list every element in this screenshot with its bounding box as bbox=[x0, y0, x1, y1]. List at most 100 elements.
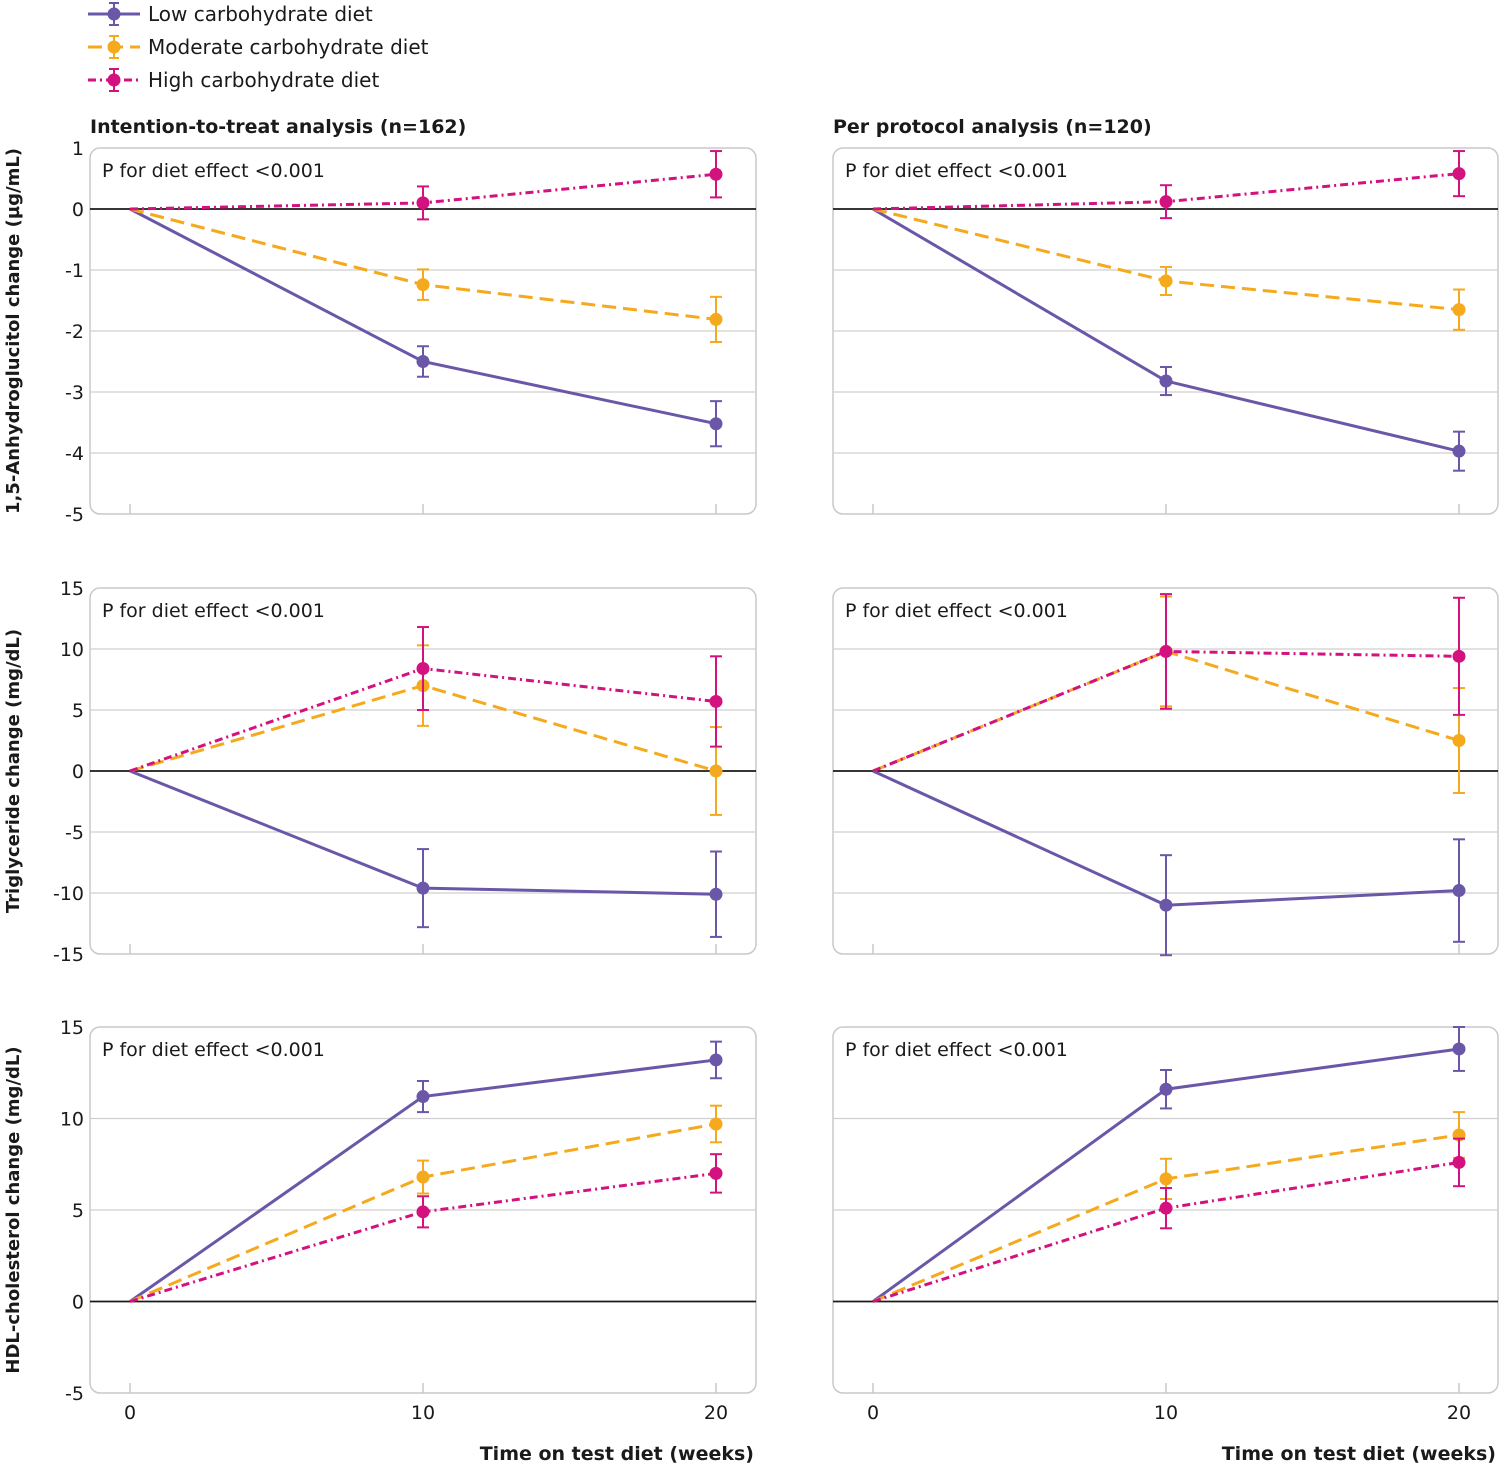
data-point bbox=[709, 417, 723, 431]
data-point bbox=[709, 1117, 723, 1131]
x-tick-label: 20 bbox=[1447, 1402, 1471, 1424]
legend-entry: High carbohydrate diet bbox=[88, 68, 379, 92]
legend-marker bbox=[107, 7, 121, 21]
legend-entry: Low carbohydrate diet bbox=[88, 2, 373, 26]
y-tick-label: -3 bbox=[65, 382, 84, 404]
data-point bbox=[709, 1053, 723, 1067]
series bbox=[129, 150, 723, 221]
series-line bbox=[872, 649, 1460, 773]
legend-label: Low carbohydrate diet bbox=[148, 2, 373, 26]
y-axis-label: HDL-cholesterol change (mg/dL) bbox=[3, 1046, 24, 1373]
y-axis-label: 1,5-Anhydroglucitol change (µg/mL) bbox=[3, 148, 24, 514]
data-point bbox=[709, 312, 723, 326]
y-tick-label: -5 bbox=[65, 822, 84, 844]
panel: P for diet effect <0.001 0 10 20 Time on tes… bbox=[832, 1026, 1499, 1465]
panel: 15 10 5 0 -5 P for diet effect <0.001 HDL-chol… bbox=[3, 1017, 757, 1465]
data-point bbox=[1159, 1082, 1173, 1096]
data-point bbox=[416, 1205, 430, 1219]
y-tick-label: -10 bbox=[53, 883, 84, 905]
series bbox=[129, 1153, 723, 1303]
y-tick-label: 5 bbox=[72, 1200, 84, 1222]
series bbox=[872, 1137, 1466, 1303]
series bbox=[872, 207, 1466, 472]
legend-marker bbox=[107, 40, 121, 54]
y-tick-label: 0 bbox=[72, 199, 84, 221]
p-value-annotation: P for diet effect <0.001 bbox=[845, 160, 1068, 182]
series bbox=[872, 593, 1466, 773]
legend-entry: Moderate carbohydrate diet bbox=[88, 35, 429, 59]
data-point bbox=[1452, 1042, 1466, 1056]
y-tick-label: 0 bbox=[72, 1292, 84, 1314]
y-tick-label: 15 bbox=[60, 1017, 84, 1039]
data-point bbox=[1452, 303, 1466, 317]
x-axis-label: Time on test diet (weeks) bbox=[480, 1443, 754, 1465]
y-tick-label: 10 bbox=[60, 1109, 84, 1131]
data-point bbox=[1159, 898, 1173, 912]
data-point bbox=[709, 694, 723, 708]
y-tick-label: 5 bbox=[72, 700, 84, 722]
y-tick-label: -5 bbox=[65, 504, 84, 526]
series bbox=[129, 769, 723, 938]
series bbox=[872, 769, 1466, 957]
chart-panels: 10-1-2-3-4-5P for diet effect <0.001Inte… bbox=[3, 116, 1499, 1465]
column-title: Intention-to-treat analysis (n=162) bbox=[90, 116, 466, 138]
data-point bbox=[416, 355, 430, 368]
legend-marker bbox=[107, 73, 121, 87]
data-point bbox=[709, 887, 723, 901]
p-value-annotation: P for diet effect <0.001 bbox=[102, 160, 325, 182]
data-point bbox=[1452, 734, 1466, 747]
series bbox=[872, 1026, 1466, 1303]
data-point bbox=[1159, 374, 1173, 388]
x-tick-label: 10 bbox=[1154, 1402, 1178, 1424]
series bbox=[872, 207, 1466, 331]
data-point bbox=[1452, 444, 1466, 458]
data-point bbox=[1159, 1201, 1173, 1215]
panel: P for diet effect <0.001 bbox=[832, 587, 1499, 957]
p-value-annotation: P for diet effect <0.001 bbox=[845, 1039, 1068, 1061]
series bbox=[129, 626, 723, 773]
data-point bbox=[416, 662, 430, 676]
data-point bbox=[416, 1170, 430, 1184]
legend-label: Moderate carbohydrate diet bbox=[148, 35, 429, 59]
y-tick-label: -15 bbox=[53, 944, 84, 966]
p-value-annotation: P for diet effect <0.001 bbox=[102, 1039, 325, 1061]
y-tick-label: 0 bbox=[72, 761, 84, 783]
y-tick-label: -4 bbox=[65, 443, 84, 465]
series bbox=[872, 150, 1466, 220]
y-tick-label: 15 bbox=[60, 578, 84, 600]
data-point bbox=[1452, 167, 1466, 181]
data-point bbox=[1452, 1155, 1466, 1169]
data-point bbox=[1159, 274, 1173, 288]
data-point bbox=[709, 1166, 723, 1180]
panel: 15 10 5 0 -5 -10 -15 P for diet effect <0.001 Tr… bbox=[3, 578, 757, 966]
column-title: Per protocol analysis (n=120) bbox=[833, 116, 1152, 138]
x-tick-label: 10 bbox=[411, 1402, 435, 1424]
x-axis-label: Time on test diet (weeks) bbox=[1222, 1443, 1496, 1465]
panel: 1 0 -1 -2 -3 -4 -5 P for diet effect <0.001 Inte… bbox=[3, 116, 757, 526]
x-tick-label: 0 bbox=[124, 1402, 136, 1424]
data-point bbox=[416, 1090, 430, 1104]
data-point bbox=[416, 196, 430, 210]
panel: P for diet effect <0.001 Per protocol ana… bbox=[832, 116, 1499, 515]
data-point bbox=[1159, 1172, 1173, 1186]
p-value-annotation: P for diet effect <0.001 bbox=[845, 600, 1068, 622]
data-point bbox=[1452, 649, 1466, 663]
data-point bbox=[1159, 195, 1173, 209]
data-point bbox=[709, 764, 723, 778]
y-tick-label: -1 bbox=[65, 260, 84, 282]
data-point bbox=[416, 278, 430, 292]
series bbox=[129, 1040, 723, 1303]
p-value-annotation: P for diet effect <0.001 bbox=[102, 600, 325, 622]
series bbox=[129, 1104, 723, 1303]
y-tick-label: -5 bbox=[65, 1383, 84, 1405]
y-axis-label: Triglyceride change (mg/dL) bbox=[3, 629, 24, 913]
data-point bbox=[416, 881, 430, 895]
legend: Low carbohydrate diet Moderate carbohydra… bbox=[88, 2, 429, 92]
series bbox=[129, 207, 723, 448]
data-point bbox=[1452, 884, 1466, 898]
x-tick-label: 0 bbox=[867, 1402, 879, 1424]
legend-label: High carbohydrate diet bbox=[148, 68, 379, 92]
y-tick-label: -2 bbox=[65, 321, 84, 343]
y-tick-label: 1 bbox=[72, 138, 84, 160]
